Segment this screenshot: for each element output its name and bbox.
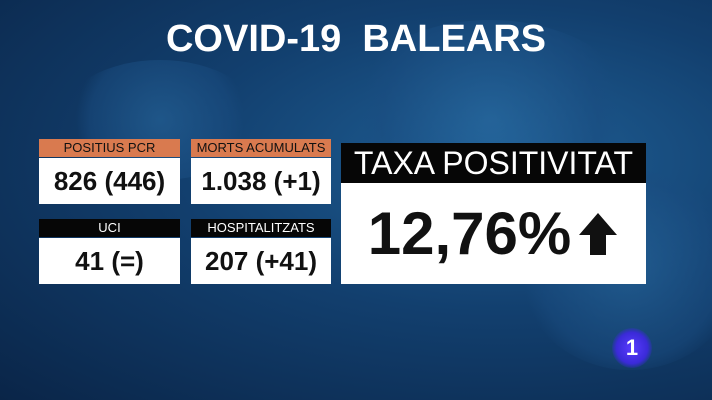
positius-pcr-label: POSITIUS PCR xyxy=(39,139,180,157)
arrow-up-icon xyxy=(579,212,618,255)
channel-logo: 1 xyxy=(612,328,652,368)
taxa-positivitat-label: TAXA POSITIVITAT xyxy=(341,143,646,183)
taxa-positivitat-box: 12,76% xyxy=(341,183,646,284)
morts-acumulats-label: MORTS ACUMULATS xyxy=(191,139,331,157)
uci-value: 41 (=) xyxy=(39,238,180,284)
taxa-positivitat-value: 12,76% xyxy=(367,200,572,267)
hospitalitzats-label: HOSPITALITZATS xyxy=(191,219,331,237)
hospitalitzats-value: 207 (+41) xyxy=(191,238,331,284)
page-title: COVID-19 BALEARS xyxy=(165,18,547,60)
positius-pcr-value: 826 (446) xyxy=(39,158,180,204)
morts-acumulats-value: 1.038 (+1) xyxy=(191,158,331,204)
uci-label: UCI xyxy=(39,219,180,237)
